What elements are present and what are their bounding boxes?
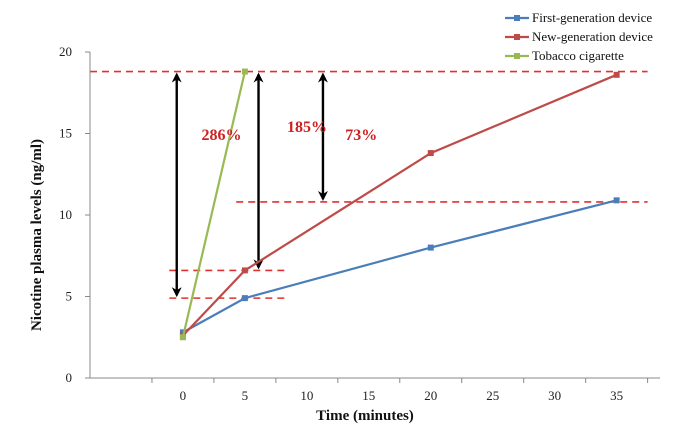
x-tick-label: 0 xyxy=(180,388,187,403)
data-point xyxy=(427,244,434,251)
legend: First-generation device New-generation d… xyxy=(505,10,653,63)
data-point xyxy=(613,71,620,78)
legend-item-tobacco-cigarette: Tobacco cigarette xyxy=(505,48,624,63)
annotation-labels: 286% 185% 73% xyxy=(202,119,378,144)
legend-marker xyxy=(514,15,520,21)
x-tick-label: 20 xyxy=(424,388,437,403)
annotation-label-73: 73% xyxy=(345,127,377,144)
x-axis-title: Time (minutes) xyxy=(316,408,414,424)
data-point xyxy=(241,295,248,302)
legend-label: New-generation device xyxy=(532,29,653,44)
y-tick-label: 20 xyxy=(59,44,72,59)
y-tick-labels: 0 5 10 15 20 xyxy=(59,44,90,385)
x-tick-label: 5 xyxy=(242,388,249,403)
reference-lines xyxy=(90,70,648,299)
y-axis-title: Nicotine plasma levels (ng/ml) xyxy=(29,139,45,331)
data-point xyxy=(241,267,248,274)
data-point xyxy=(427,150,434,157)
annotation-label-185: 185% xyxy=(287,119,327,136)
x-tick-label: 35 xyxy=(610,388,623,403)
data-point xyxy=(613,197,620,204)
data-point xyxy=(179,334,186,341)
series-line-0 xyxy=(182,199,617,334)
series-group xyxy=(179,68,620,341)
legend-item-first-generation: First-generation device xyxy=(505,10,652,25)
series-line-2 xyxy=(181,71,246,338)
series-line-1 xyxy=(182,73,618,337)
difference-arrows xyxy=(171,72,328,298)
x-tick-label: 25 xyxy=(486,388,499,403)
x-tick-label: 30 xyxy=(548,388,561,403)
data-point xyxy=(241,68,248,75)
x-tick-label: 10 xyxy=(300,388,313,403)
legend-label: Tobacco cigarette xyxy=(532,48,624,63)
y-tick-label: 5 xyxy=(66,289,73,304)
y-tick-label: 10 xyxy=(59,207,72,222)
axes xyxy=(89,52,660,379)
legend-marker xyxy=(514,53,520,59)
x-tick-label: 15 xyxy=(362,388,375,403)
y-tick-label: 0 xyxy=(66,370,73,385)
x-tick-labels: 0 5 10 15 20 25 30 35 xyxy=(151,378,649,403)
legend-item-new-generation: New-generation device xyxy=(505,29,653,44)
legend-label: First-generation device xyxy=(532,10,652,25)
annotation-label-286: 286% xyxy=(202,127,242,144)
legend-marker xyxy=(514,34,520,40)
y-tick-label: 15 xyxy=(59,126,72,141)
